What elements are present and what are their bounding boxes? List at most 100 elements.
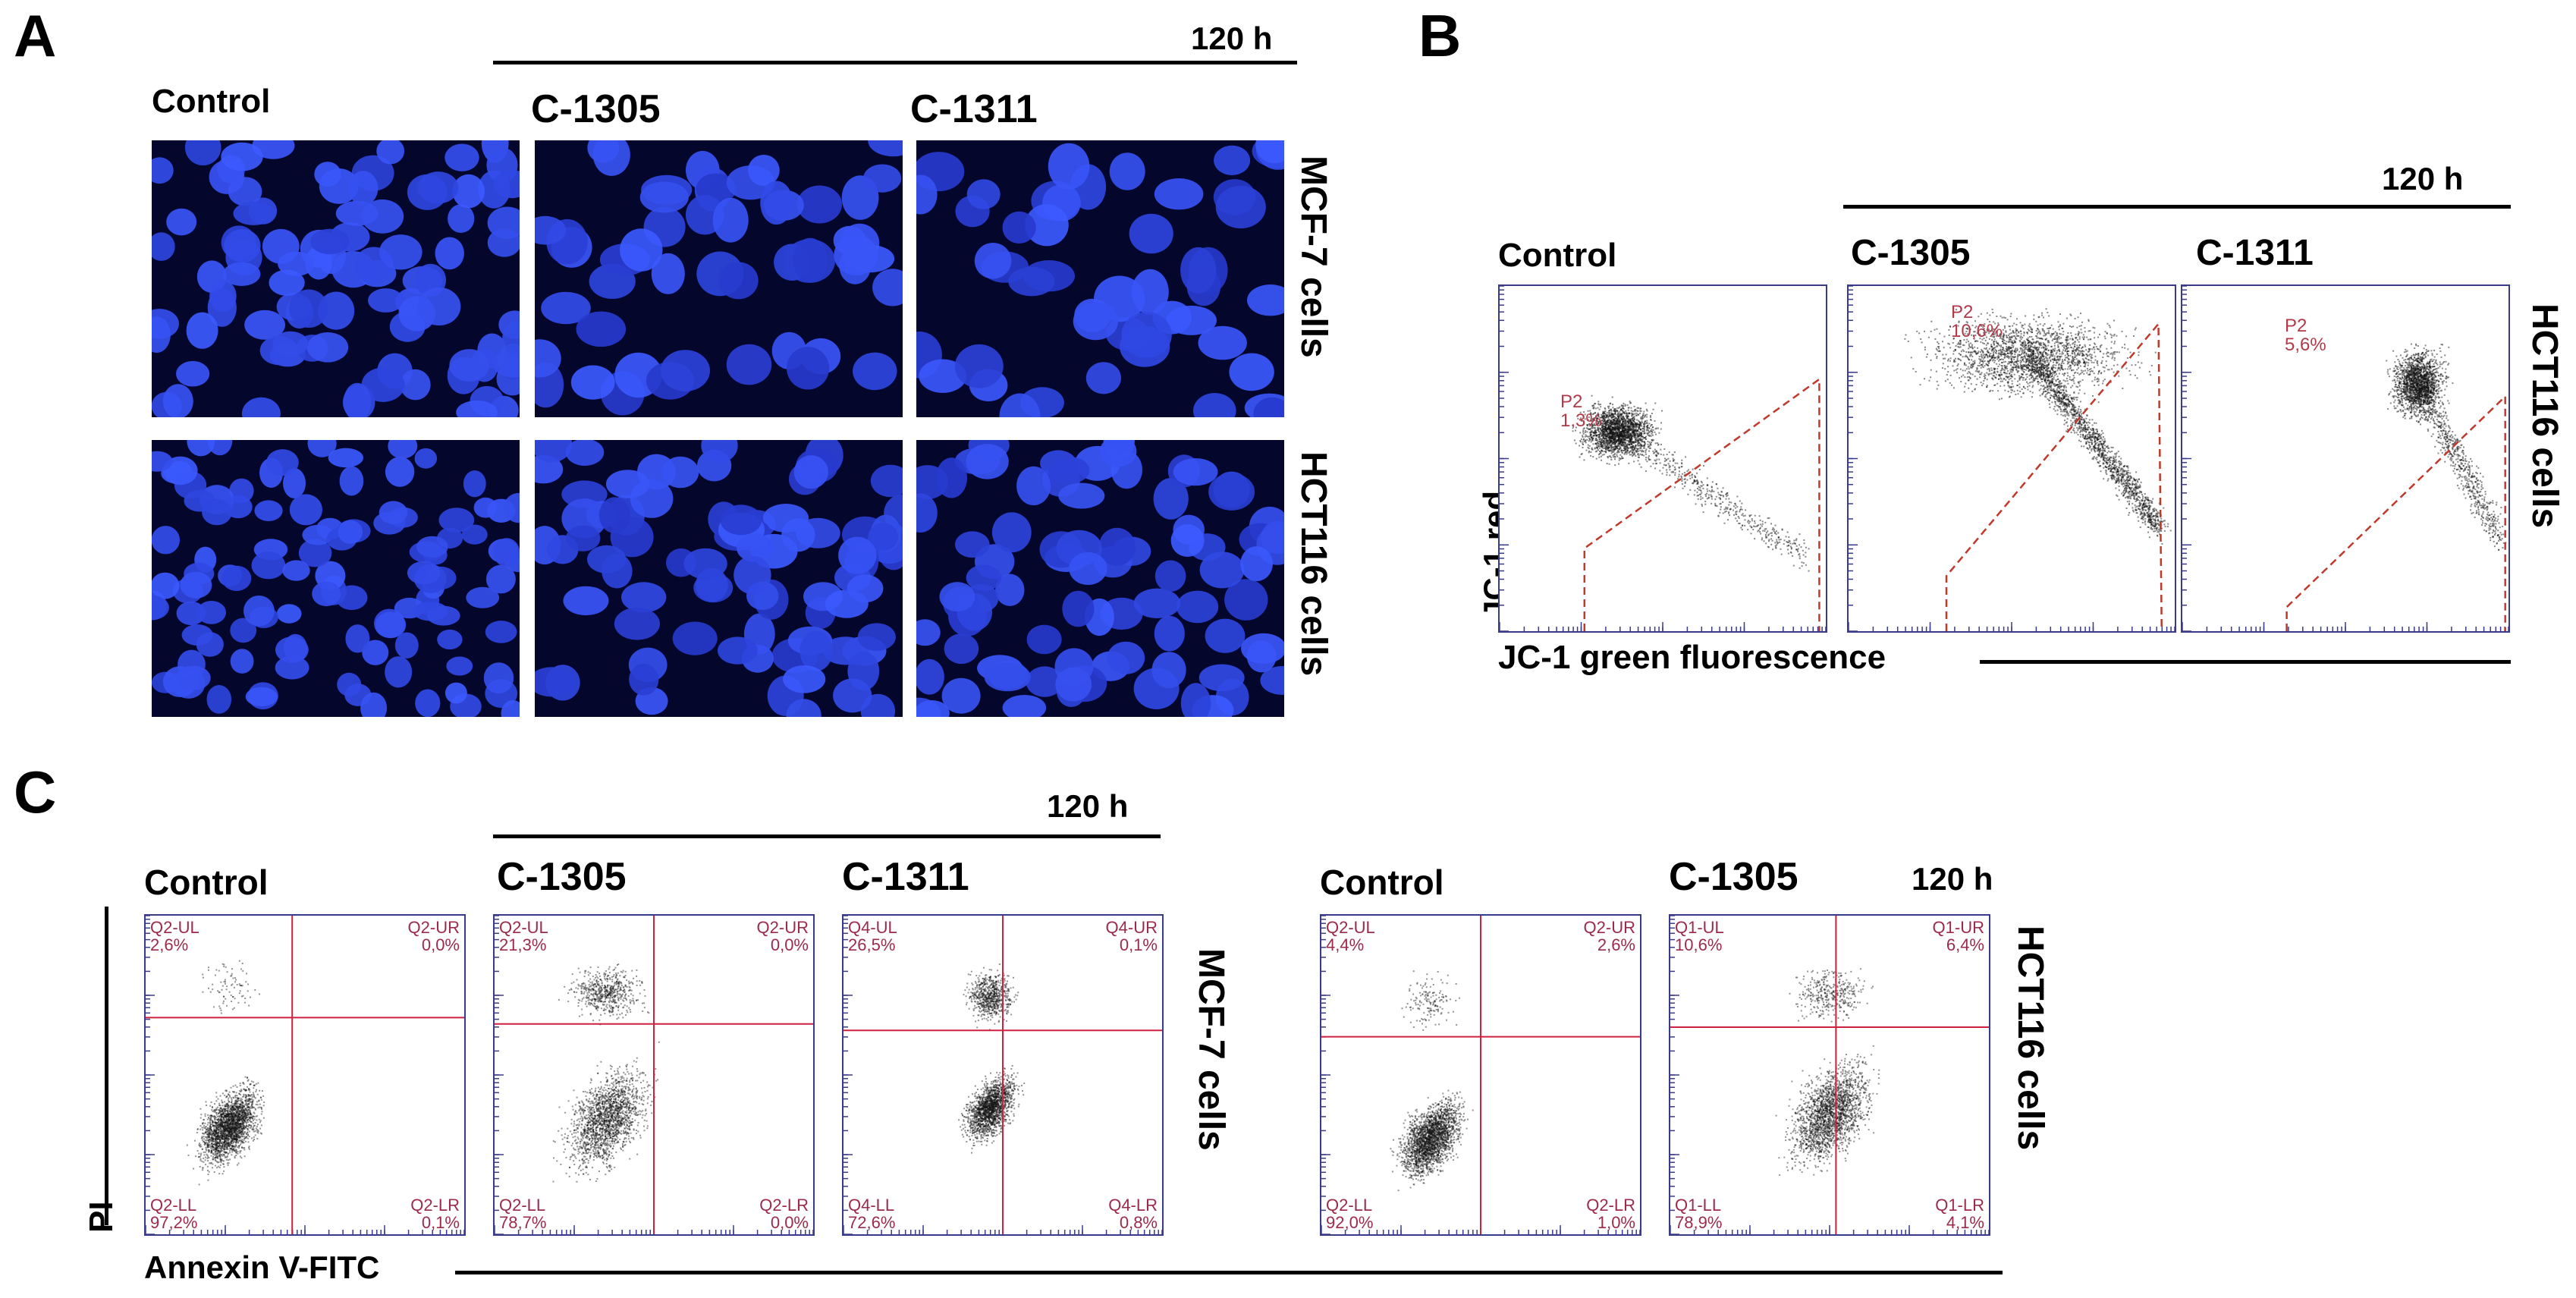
time-bracket-b [1843,205,2511,209]
quadrant-ur-name: Q4-UR [1106,919,1158,936]
panel-letter-a: A [14,6,56,65]
quadrant-ul-label: Q2-UL 2,6% [150,919,199,954]
quadrant-ll-value: 78,7% [499,1214,546,1231]
gate-name-c1305: P2 [1951,303,1973,322]
gate-value-c1311: 5,6% [2285,335,2326,354]
micrograph-mcf7-c1305 [535,140,903,417]
col-label-c1305-c1: C-1305 [497,857,627,897]
micrograph-hct116-c1311 [916,440,1284,717]
annexin-plot-mcf7-c1311: Q4-UL 26,5% Q4-UR 0,1% Q4-LL 72,6% Q4-LR 0,8% [842,914,1164,1236]
y-axis-bar-c [105,907,108,1225]
row-label-hct116-c: HCT116 cells [2010,926,2050,1150]
micrograph-hct116-control [152,440,520,717]
quadrant-ur-value: 2,6% [1584,936,1635,954]
row-label-hct116-a: HCT116 cells [1293,451,1334,676]
gate-name-control: P2 [1560,392,1582,411]
col-label-control-a: Control [152,85,270,118]
quadrant-lr-value: 0,8% [1108,1214,1158,1231]
quadrant-ur-value: 0,1% [1106,936,1158,954]
quadrant-ll-label: Q2-LL 92,0% [1326,1196,1373,1231]
time-bracket-a [493,61,1297,64]
quadrant-ur-value: 0,0% [408,936,460,954]
quadrant-lr-value: 1,0% [1586,1214,1635,1231]
quadrant-ur-name: Q2-UR [408,919,460,936]
micrograph-hct116-c1305 [535,440,903,717]
quadrant-ll-name: Q4-LL [848,1196,895,1214]
panel-letter-b: B [1418,6,1461,65]
quadrant-ll-label: Q4-LL 72,6% [848,1196,895,1231]
row-label-hct116-b: HCT116 cells [2524,303,2565,528]
annexin-plot-mcf7-c1305: Q2-UL 21,3% Q2-UR 0,0% Q2-LL 78,7% Q2-LR 0,0% [493,914,815,1236]
quadrant-ll-value: 97,2% [150,1214,197,1231]
quadrant-ul-name: Q2-UL [1326,919,1375,936]
quadrant-lr-label: Q2-LR 0,0% [759,1196,809,1231]
quadrant-ll-label: Q2-LL 97,2% [150,1196,197,1231]
x-axis-bar-b [1980,660,2511,664]
time-label-c-right: 120 h [1912,863,1993,895]
panel-letter-c: C [14,762,56,822]
quadrant-ur-name: Q2-UR [757,919,809,936]
x-axis-bar-c [455,1271,2003,1274]
quadrant-ur-value: 6,4% [1933,936,1984,954]
quadrant-lr-name: Q2-LR [1586,1196,1635,1214]
quadrant-ul-name: Q2-UL [150,919,199,936]
col-label-c1311-b: C-1311 [2196,235,2314,272]
col-label-c1311-c1: C-1311 [842,857,969,897]
quadrant-lr-label: Q1-LR 4,1% [1935,1196,1984,1231]
quadrant-ll-value: 72,6% [848,1214,895,1231]
quadrant-ur-label: Q1-UR 6,4% [1933,919,1984,954]
quadrant-ll-value: 78,9% [1675,1214,1722,1231]
gate-value-c1305: 10,6% [1951,322,2003,341]
quadrant-ul-label: Q2-UL 21,3% [499,919,548,954]
quadrant-ur-label: Q4-UR 0,1% [1106,919,1158,954]
quadrant-ur-label: Q2-UR 0,0% [408,919,460,954]
quadrant-ul-value: 21,3% [499,936,548,954]
quadrant-ul-label: Q1-UL 10,6% [1675,919,1724,954]
quadrant-ll-label: Q2-LL 78,7% [499,1196,546,1231]
quadrant-ll-value: 92,0% [1326,1214,1373,1231]
annexin-plot-hct116-control: Q2-UL 4,4% Q2-UR 2,6% Q2-LL 92,0% Q2-LR 1,0% [1320,914,1641,1236]
quadrant-ul-value: 4,4% [1326,936,1375,954]
quadrant-lr-name: Q4-LR [1108,1196,1158,1214]
quadrant-lr-label: Q2-LR 1,0% [1586,1196,1635,1231]
micrograph-mcf7-c1311 [916,140,1284,417]
micrograph-mcf7-control [152,140,520,417]
quadrant-lr-label: Q2-LR 0,1% [410,1196,460,1231]
col-label-c1311-a: C-1311 [910,90,1038,129]
jc1-plot-control: P2 1,3% [1498,284,1827,633]
quadrant-lr-name: Q2-LR [759,1196,809,1214]
quadrant-ul-label: Q4-UL 26,5% [848,919,897,954]
quadrant-lr-value: 0,0% [759,1214,809,1231]
quadrant-ul-name: Q2-UL [499,919,548,936]
col-label-control-b: Control [1498,239,1616,272]
quadrant-lr-value: 0,1% [410,1214,460,1231]
quadrant-ul-label: Q2-UL 4,4% [1326,919,1375,954]
quadrant-ur-name: Q1-UR [1933,919,1984,936]
col-label-c1305-a: C-1305 [531,90,661,129]
gate-value-control: 1,3% [1560,411,1602,430]
quadrant-ur-label: Q2-UR 0,0% [757,919,809,954]
col-label-control-c1: Control [144,865,269,900]
quadrant-ul-name: Q1-UL [1675,919,1724,936]
quadrant-ll-name: Q1-LL [1675,1196,1722,1214]
quadrant-lr-label: Q4-LR 0,8% [1108,1196,1158,1231]
time-bracket-c [493,834,1161,838]
quadrant-ul-value: 2,6% [150,936,199,954]
gate-name-c1311: P2 [2285,316,2307,335]
quadrant-ll-name: Q2-LL [150,1196,197,1214]
jc1-plot-c1305: P2 10,6% [1847,284,2176,633]
quadrant-ur-value: 0,0% [757,936,809,954]
col-label-c1305-b: C-1305 [1851,235,1970,272]
quadrant-ul-value: 26,5% [848,936,897,954]
quadrant-ll-name: Q2-LL [499,1196,546,1214]
quadrant-ul-name: Q4-UL [848,919,897,936]
jc1-plot-c1311: P2 5,6% [2181,284,2510,633]
x-axis-label-b: JC-1 green fluorescence [1498,641,1886,674]
x-axis-label-c: Annexin V-FITC [144,1252,379,1284]
row-label-mcf7-c: MCF-7 cells [1191,948,1231,1151]
quadrant-ll-name: Q2-LL [1326,1196,1373,1214]
quadrant-ur-name: Q2-UR [1584,919,1635,936]
quadrant-ul-value: 10,6% [1675,936,1724,954]
col-label-c1305-c2: C-1305 [1669,857,1798,897]
row-label-mcf7-a: MCF-7 cells [1293,156,1334,358]
